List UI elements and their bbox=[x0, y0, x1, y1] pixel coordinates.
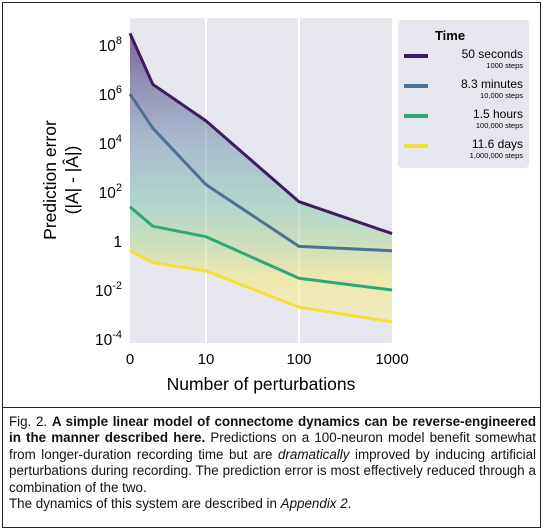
y-tick-label: 104 bbox=[99, 133, 122, 153]
caption-bold: A simple linear model of connectome dyna… bbox=[9, 414, 537, 446]
y-tick-labels: 108 106 104 102 1 10-2 10-4 bbox=[95, 35, 122, 349]
y-tick-label: 10-4 bbox=[95, 329, 122, 349]
y-tick-label: 102 bbox=[99, 182, 122, 202]
caption-appendix: Appendix 2 bbox=[280, 496, 348, 512]
legend-sublabel: 100,000 steps bbox=[476, 121, 523, 130]
x-tick-label: 10 bbox=[198, 351, 215, 368]
figure-frame bbox=[2, 2, 541, 528]
x-tick-label: 1000 bbox=[375, 351, 408, 368]
y-tick-label: 10-2 bbox=[95, 280, 122, 300]
legend-sublabel: 10,000 steps bbox=[480, 91, 523, 100]
legend-box bbox=[398, 20, 529, 168]
chart: 0 10 100 1000 108 106 104 102 1 10-2 10-4 Number … bbox=[40, 18, 529, 394]
y-axis-label-line1: Prediction error bbox=[40, 120, 60, 240]
series-lines bbox=[128, 32, 393, 324]
caption-text4: . bbox=[347, 496, 352, 512]
legend-sublabel: 1,000,000 steps bbox=[470, 151, 524, 160]
y-axis-label: Prediction error (|A| - |Â|) bbox=[40, 120, 82, 240]
caption-last-line: The dynamics of this system are describe… bbox=[9, 496, 536, 512]
series-line bbox=[128, 32, 393, 236]
series-line bbox=[129, 205, 393, 292]
legend-label: 8.3 minutes bbox=[461, 77, 523, 91]
series-line bbox=[129, 249, 393, 324]
caption-emphasis: dramatically bbox=[278, 446, 350, 462]
x-axis-label: Number of perturbations bbox=[167, 374, 356, 394]
error-band bbox=[130, 33, 392, 322]
legend-title: Time bbox=[435, 28, 465, 43]
caption-text1: Predictions on a 100-neuron model benefi… bbox=[9, 430, 536, 462]
legend-label: 11.6 days bbox=[472, 137, 523, 151]
x-tick-label: 100 bbox=[286, 351, 311, 368]
legend-label: 1.5 hours bbox=[473, 107, 523, 121]
legend-label: 50 seconds bbox=[462, 47, 523, 61]
x-tick-labels: 0 10 100 1000 bbox=[126, 351, 409, 368]
caption-text3: The dynamics of this system are describe… bbox=[9, 496, 281, 512]
y-tick-label: 106 bbox=[99, 84, 122, 104]
y-tick-label: 108 bbox=[99, 35, 122, 55]
series-line bbox=[128, 93, 393, 253]
caption-text2: improved by inducing artificial perturba… bbox=[9, 446, 536, 495]
legend-sublabel: 1000 steps bbox=[486, 61, 523, 70]
y-axis-label-line2: (|A| - |Â|) bbox=[62, 146, 82, 215]
caption-divider bbox=[2, 407, 541, 408]
figure-caption: Fig. 2. A simple linear model of connect… bbox=[9, 414, 536, 512]
y-tick-label: 1 bbox=[113, 234, 122, 251]
x-tick-label: 0 bbox=[126, 351, 134, 368]
caption-prefix: Fig. 2. bbox=[9, 414, 52, 429]
